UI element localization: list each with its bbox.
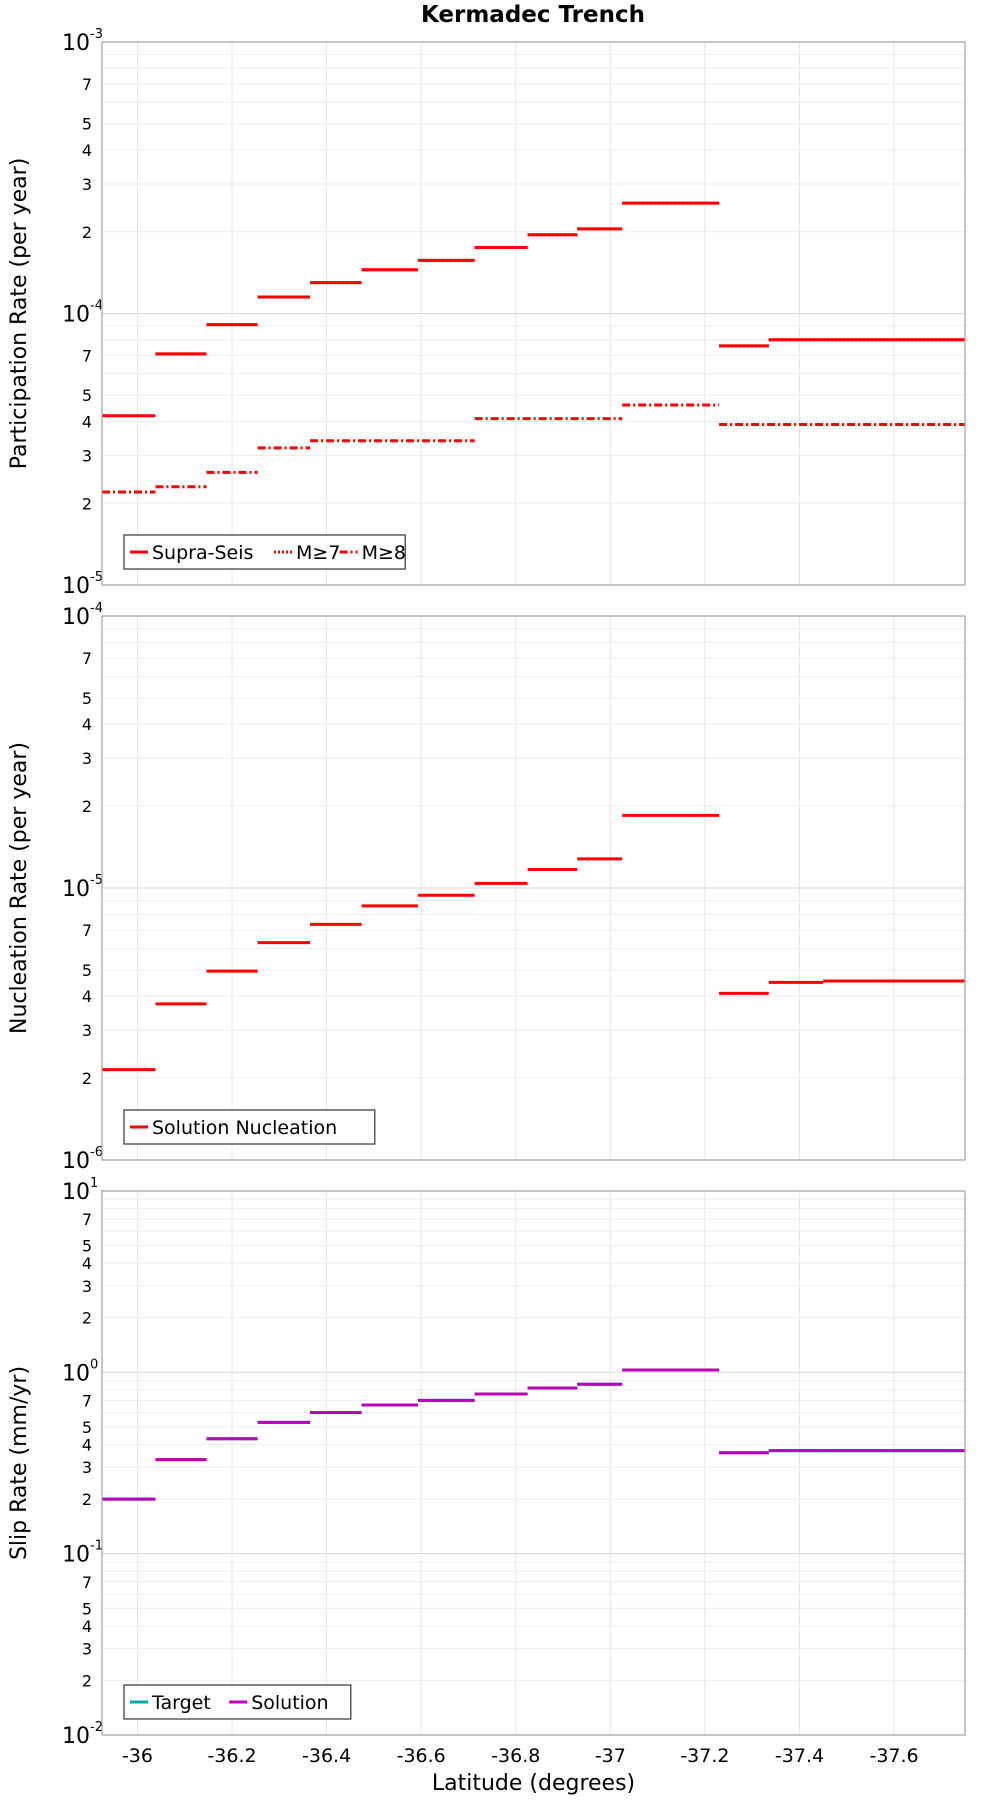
- y-tick-label-minor: 4: [82, 1254, 92, 1273]
- y-tick-label-minor: 5: [82, 1599, 92, 1618]
- y-tick-label-minor: 2: [82, 1069, 92, 1088]
- legend-box: [123, 1109, 376, 1145]
- x-tick-label: -36.6: [397, 1745, 446, 1767]
- y-tick-label-minor: 5: [82, 689, 92, 708]
- y-tick-label: 10: [62, 1543, 90, 1568]
- y-axis-label: Participation Rate (per year): [7, 158, 32, 470]
- series-Solution: [102, 1368, 965, 1501]
- y-tick-label: 10: [62, 1180, 90, 1205]
- x-tick-label: -36.4: [302, 1745, 351, 1767]
- x-tick-label: -36.2: [207, 1745, 256, 1767]
- y-tick-label: 10: [62, 877, 90, 902]
- y-tick-label-minor: 4: [82, 413, 92, 432]
- y-tick-label-minor: 4: [82, 141, 92, 160]
- y-tick-exponent: -5: [90, 570, 103, 585]
- legend-label: Supra-Seis: [152, 542, 253, 564]
- y-tick-exponent: -2: [90, 1720, 103, 1735]
- x-tick-label: -36.8: [491, 1745, 540, 1767]
- y-tick-label-minor: 5: [82, 1418, 92, 1437]
- y-tick-label-minor: 4: [82, 1435, 92, 1454]
- y-tick-label-minor: 3: [82, 446, 92, 465]
- y-tick-exponent: -4: [90, 601, 103, 616]
- legend-label: M≥8: [362, 542, 406, 564]
- y-tick-label-minor: 7: [82, 75, 92, 94]
- x-tick-label: -36: [122, 1745, 153, 1767]
- y-tick-label-minor: 4: [82, 987, 92, 1006]
- y-tick-label-minor: 3: [82, 749, 92, 768]
- y-tick-label-minor: 4: [82, 1617, 92, 1636]
- legend: Supra-Seis M≥7 M≥8: [123, 534, 406, 570]
- figure-title: Kermadec Trench: [421, 2, 645, 28]
- y-axis-label: Slip Rate (mm/yr): [7, 1366, 32, 1560]
- x-tick-label: -37.6: [869, 1745, 918, 1767]
- y-tick-exponent: -5: [90, 873, 103, 888]
- y-tick-exponent: 0: [90, 1357, 98, 1372]
- x-tick-label: -37: [595, 1745, 626, 1767]
- y-tick-label-minor: 4: [82, 715, 92, 734]
- y-tick-label-minor: 7: [82, 1391, 92, 1410]
- legend-box: [123, 1684, 352, 1720]
- legend-label: Solution: [251, 1692, 328, 1714]
- legend-label: Solution Nucleation: [152, 1117, 337, 1139]
- series-Solution Nucleation: [102, 813, 965, 1072]
- y-tick-exponent: -1: [90, 1539, 103, 1554]
- y-tick-label-minor: 7: [82, 1573, 92, 1592]
- series-M≥8: [102, 403, 965, 494]
- y-tick-label-minor: 3: [82, 1639, 92, 1658]
- y-tick-exponent: -4: [90, 299, 103, 314]
- y-tick-label: 10: [62, 31, 90, 56]
- x-tick-label: -37.4: [775, 1745, 824, 1767]
- plot-frame: [101, 615, 966, 1161]
- y-tick-label-minor: 7: [82, 649, 92, 668]
- y-tick-exponent: -6: [90, 1145, 103, 1160]
- legend-box: [123, 534, 406, 570]
- y-tick-label-minor: 2: [82, 1309, 92, 1328]
- series-M≥7: [155, 201, 965, 356]
- y-tick-exponent: 1: [90, 1176, 98, 1191]
- y-tick-label-minor: 3: [82, 1277, 92, 1296]
- legend: Solution Nucleation: [123, 1109, 376, 1145]
- y-tick-label-minor: 3: [82, 1458, 92, 1477]
- y-tick-label-minor: 2: [82, 1490, 92, 1509]
- y-tick-label-minor: 2: [82, 494, 92, 513]
- y-tick-label: 10: [62, 1724, 90, 1749]
- x-tick-label: -37.2: [680, 1745, 729, 1767]
- y-tick-label-minor: 7: [82, 347, 92, 366]
- y-tick-label-minor: 5: [82, 961, 92, 980]
- y-tick-label: 10: [62, 605, 90, 630]
- y-tick-label-minor: 5: [82, 386, 92, 405]
- y-tick-label-minor: 5: [82, 115, 92, 134]
- y-tick-label-minor: 7: [82, 1210, 92, 1229]
- y-tick-label: 10: [62, 1361, 90, 1386]
- y-tick-label: 10: [62, 574, 90, 599]
- y-tick-label-minor: 2: [82, 223, 92, 242]
- plot-frame: [101, 1190, 966, 1736]
- legend-label: Target: [151, 1692, 211, 1714]
- y-tick-label-minor: 5: [82, 1237, 92, 1256]
- legend: Target Solution: [123, 1684, 352, 1720]
- y-tick-label-minor: 3: [82, 1021, 92, 1040]
- y-tick-label-minor: 3: [82, 175, 92, 194]
- plot-frame: [101, 41, 966, 586]
- legend-label: M≥7: [296, 542, 340, 564]
- y-tick-label-minor: 7: [82, 921, 92, 940]
- y-tick-label-minor: 2: [82, 797, 92, 816]
- y-tick-label: 10: [62, 1149, 90, 1174]
- y-axis-label: Nucleation Rate (per year): [7, 742, 32, 1034]
- y-tick-label-minor: 2: [82, 1671, 92, 1690]
- y-tick-exponent: -3: [90, 27, 103, 42]
- x-axis-label: Latitude (degrees): [432, 1771, 635, 1796]
- y-tick-label: 10: [62, 303, 90, 328]
- plot-area: [102, 1191, 965, 1735]
